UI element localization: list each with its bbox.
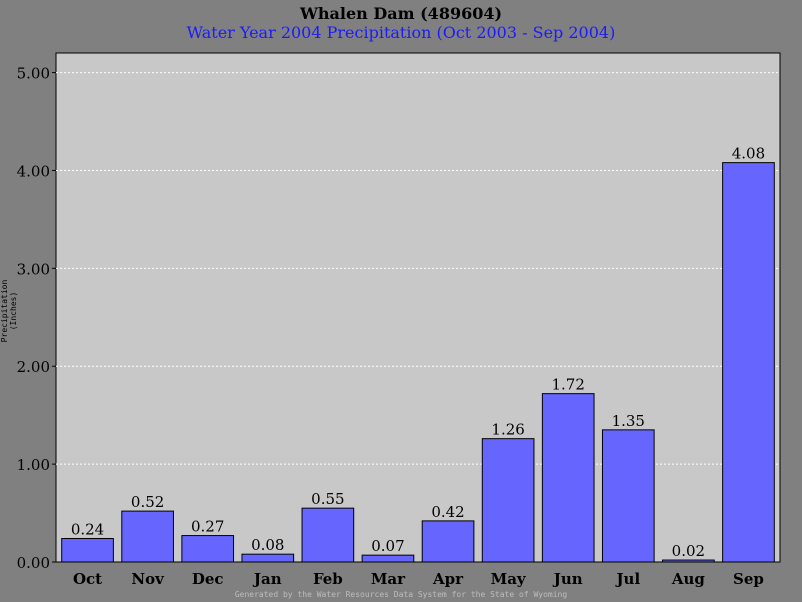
- bar-value-label: 1.72: [552, 376, 585, 394]
- x-tick-label: Aug: [671, 570, 706, 588]
- bar: [181, 535, 235, 563]
- y-tick-label: 4.00: [17, 162, 50, 180]
- bar-value-label: 0.07: [371, 537, 404, 555]
- bar: [121, 510, 174, 563]
- x-tick-label: May: [491, 570, 527, 588]
- bar: [541, 393, 595, 563]
- bar-value-label: 1.26: [491, 421, 524, 439]
- y-tick-label: 5.00: [17, 65, 50, 83]
- bar: [361, 554, 415, 563]
- y-axis-ticks: 0.00 1.00 2.00 3.00 4.00 5.00: [17, 65, 56, 572]
- x-tick-label: Oct: [73, 570, 102, 588]
- y-tick-label: 3.00: [17, 260, 50, 278]
- bar-value-labels: 0.24 0.52 0.27 0.08 0.55 0.07 0.42 1.26 1.72 1.35…: [71, 145, 765, 560]
- x-tick-label: Dec: [192, 570, 224, 588]
- footer-credit: Generated by the Water Resources Data Sy…: [234, 590, 568, 599]
- x-tick-label: Apr: [432, 570, 464, 588]
- bar-value-label: 0.02: [672, 542, 705, 560]
- bar-value-label: 0.27: [191, 518, 224, 536]
- bar-value-label: 4.08: [732, 145, 765, 163]
- bars: [61, 162, 775, 563]
- bar: [601, 429, 655, 563]
- x-axis-ticks: Oct Nov Dec Jan Feb Mar Apr May Jun Jul Aug Sep: [73, 570, 764, 588]
- plot-area: [55, 52, 781, 563]
- chart-title: Whalen Dam (489604): [299, 4, 503, 23]
- bar-value-label: 0.42: [431, 503, 464, 521]
- bar: [241, 553, 295, 563]
- bar-value-label: 0.24: [71, 521, 104, 539]
- x-tick-label: Sep: [733, 570, 764, 588]
- y-tick-label: 1.00: [17, 456, 50, 474]
- bar-value-label: 0.52: [131, 493, 164, 511]
- x-tick-label: Jul: [614, 570, 640, 588]
- bar: [722, 162, 775, 563]
- grid-lines: [56, 72, 780, 465]
- x-tick-label: Feb: [313, 570, 343, 588]
- bar: [662, 559, 715, 563]
- x-tick-label: Jun: [552, 570, 583, 588]
- y-tick-label: 0.00: [17, 554, 50, 572]
- bar-value-label: 0.55: [311, 490, 344, 508]
- chart-subtitle: Water Year 2004 Precipitation (Oct 2003 …: [186, 23, 616, 42]
- bar: [61, 538, 114, 563]
- bar: [481, 438, 535, 563]
- bar-value-label: 1.35: [612, 412, 645, 430]
- x-tick-label: Nov: [131, 570, 165, 588]
- bar: [421, 520, 475, 563]
- x-tick-label: Jan: [252, 570, 282, 588]
- x-tick-label: Mar: [371, 570, 406, 588]
- y-tick-label: 2.00: [17, 358, 50, 376]
- bar: [301, 507, 355, 563]
- bar-value-label: 0.08: [251, 536, 284, 554]
